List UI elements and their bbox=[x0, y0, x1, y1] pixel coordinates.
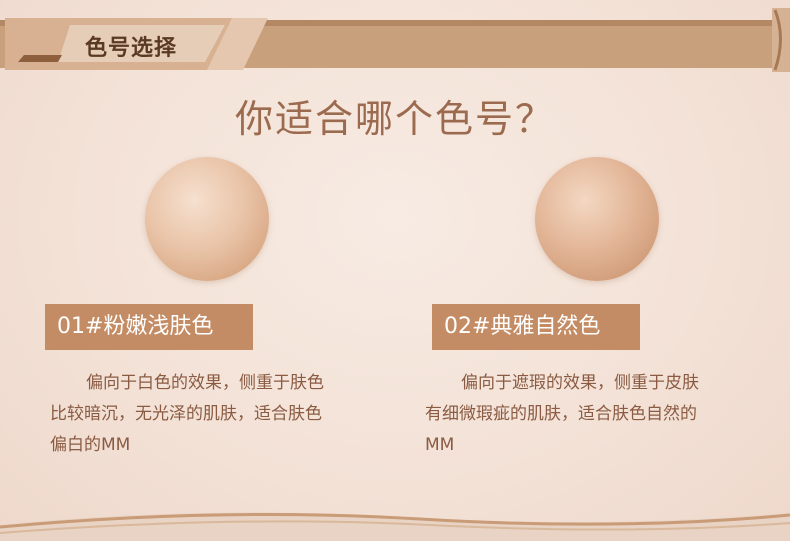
shade-01-desc-line: 比较暗沉，无光泽的肌肤，适合肤色 bbox=[50, 404, 322, 424]
shade-01-desc-line: 偏向于白色的效果，侧重于肤色 bbox=[86, 373, 324, 393]
shade-01-description: 偏向于白色的效果，侧重于肤色 比较暗沉，无光泽的肌肤，适合肤色 偏白的MM bbox=[50, 368, 380, 461]
shade-01-desc-line: 偏白的MM bbox=[50, 435, 131, 455]
section-title: 色号选择 bbox=[85, 36, 178, 61]
shade-01-label: 01#粉嫩浅肤色 bbox=[45, 304, 253, 350]
question-heading: 你适合哪个色号？ bbox=[234, 97, 555, 141]
shade-02-description: 偏向于遮瑕的效果，侧重于皮肤 有细微瑕疵的肌肤，适合肤色自然的 MM bbox=[425, 368, 755, 461]
shade-02-desc-line: 有细微瑕疵的肌肤，适合肤色自然的 bbox=[425, 404, 697, 424]
shade-02-label: 02#典雅自然色 bbox=[432, 304, 640, 350]
shade-02-swatch bbox=[535, 157, 659, 281]
footer-wave bbox=[0, 512, 790, 541]
header-banner: 色号选择 bbox=[0, 0, 790, 75]
shade-01-swatch bbox=[145, 157, 269, 281]
shade-02-desc-line: MM bbox=[425, 435, 455, 455]
shade-02-desc-line: 偏向于遮瑕的效果，侧重于皮肤 bbox=[461, 373, 699, 393]
header-banner-graphic bbox=[0, 8, 790, 72]
